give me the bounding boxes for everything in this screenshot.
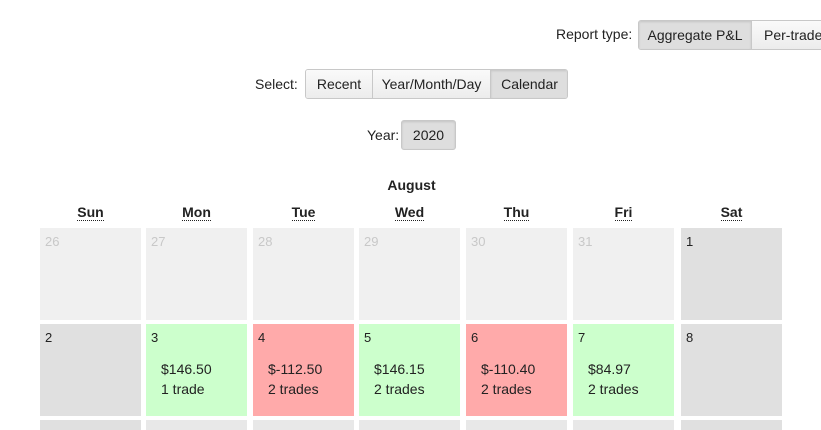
day-number: 2 [45, 330, 53, 345]
calendar-day-cell-profit[interactable]: 5 $146.15 2 trades [359, 324, 460, 416]
weekday-sun: Sun [77, 204, 104, 221]
day-pnl: $-112.50 [268, 361, 323, 377]
per-trade-button[interactable]: Per-trade [752, 21, 821, 49]
day-trade-count: 2 trades [268, 381, 319, 397]
calendar-day-cell[interactable] [573, 420, 674, 430]
aggregate-pnl-button[interactable]: Aggregate P&L [639, 21, 752, 49]
calendar-day-cell[interactable] [253, 420, 354, 430]
day-number: 3 [151, 330, 159, 345]
calendar-day-cell[interactable] [40, 420, 141, 430]
calendar-day-cell-loss[interactable]: 4 $-112.50 2 trades [253, 324, 354, 416]
day-pnl: $-110.40 [481, 361, 536, 377]
calendar-day-cell[interactable] [466, 420, 567, 430]
day-number: 29 [364, 234, 379, 249]
weekday-fri: Fri [614, 204, 633, 221]
weekday-sat: Sat [720, 204, 743, 221]
day-number: 4 [258, 330, 266, 345]
calendar-day-cell[interactable] [681, 420, 782, 430]
day-number: 5 [364, 330, 372, 345]
calendar-day-cell[interactable]: 2 [40, 324, 141, 416]
select-view-selector: Recent Year/Month/Day Calendar [305, 69, 568, 99]
weekday-thu: Thu [503, 204, 530, 221]
day-pnl: $146.15 [374, 361, 425, 377]
day-trade-count: 2 trades [374, 381, 425, 397]
calendar-button[interactable]: Calendar [491, 70, 567, 98]
report-type-label: Report type: [556, 26, 633, 42]
day-trade-count: 2 trades [588, 381, 639, 397]
day-number: 7 [578, 330, 586, 345]
day-number: 27 [151, 234, 166, 249]
day-number: 31 [578, 234, 593, 249]
day-number: 1 [686, 234, 694, 249]
weekday-tue: Tue [291, 204, 316, 221]
recent-button[interactable]: Recent [306, 70, 373, 98]
year-label: Year: [367, 127, 400, 143]
calendar-day-cell[interactable]: 27 [146, 228, 247, 320]
day-pnl: $84.97 [588, 361, 631, 377]
calendar-day-cell[interactable]: 28 [253, 228, 354, 320]
select-label: Select: [255, 76, 298, 92]
calendar-day-cell[interactable] [146, 420, 247, 430]
calendar-day-cell[interactable]: 26 [40, 228, 141, 320]
calendar-day-cell-loss[interactable]: 6 $-110.40 2 trades [466, 324, 567, 416]
calendar-day-cell[interactable]: 30 [466, 228, 567, 320]
calendar-day-cell[interactable]: 8 [681, 324, 782, 416]
day-number: 8 [686, 330, 694, 345]
calendar-day-cell[interactable]: 1 [681, 228, 782, 320]
day-number: 28 [258, 234, 273, 249]
calendar-day-cell[interactable]: 29 [359, 228, 460, 320]
day-trade-count: 2 trades [481, 381, 532, 397]
report-type-selector: Aggregate P&L Per-trade [638, 20, 821, 50]
calendar-day-cell-profit[interactable]: 3 $146.50 1 trade [146, 324, 247, 416]
day-pnl: $146.50 [161, 361, 212, 377]
year-month-day-button[interactable]: Year/Month/Day [373, 70, 491, 98]
day-number: 26 [45, 234, 60, 249]
month-title: August [387, 177, 436, 193]
calendar-day-cell-profit[interactable]: 7 $84.97 2 trades [573, 324, 674, 416]
year-2020-button[interactable]: 2020 [401, 120, 456, 150]
weekday-wed: Wed [394, 204, 425, 221]
calendar-day-cell[interactable]: 31 [573, 228, 674, 320]
weekday-mon: Mon [182, 204, 211, 221]
calendar-day-cell[interactable] [359, 420, 460, 430]
day-number: 30 [471, 234, 486, 249]
day-number: 6 [471, 330, 479, 345]
day-trade-count: 1 trade [161, 381, 205, 397]
